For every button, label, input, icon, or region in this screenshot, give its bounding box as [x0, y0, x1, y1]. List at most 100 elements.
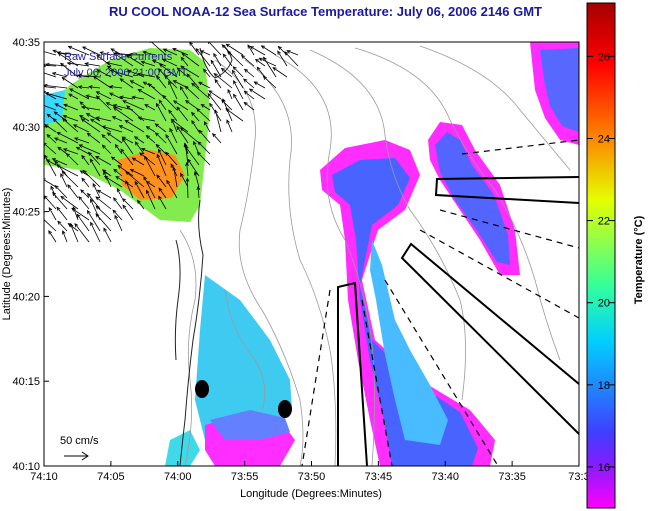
current-vector	[250, 46, 266, 56]
current-vector	[137, 73, 156, 78]
current-vector-head	[82, 169, 87, 174]
current-vector	[46, 134, 57, 144]
radar-site-marker	[278, 400, 292, 418]
current-vector	[135, 141, 145, 155]
current-vector-head	[154, 132, 159, 137]
current-vector	[100, 51, 112, 56]
current-vector	[68, 46, 90, 56]
current-vector-head	[164, 75, 169, 80]
current-vector	[176, 106, 189, 122]
current-vector	[138, 117, 156, 122]
current-vector-head	[134, 180, 139, 186]
current-vector	[212, 133, 222, 144]
current-vector-head	[95, 116, 100, 121]
x-tick-label: 74:05	[97, 471, 125, 483]
current-vector-head	[59, 62, 65, 67]
x-tick-label: 73:45	[365, 471, 393, 483]
colorbar-tick-label: 22	[598, 216, 610, 228]
current-vector-head	[67, 184, 72, 189]
current-vector-head	[48, 230, 52, 235]
current-vector-head	[200, 104, 205, 108]
current-vector-head	[106, 65, 112, 70]
colorbar-ticks: 26 24 22 20 18 16	[587, 51, 615, 474]
current-vector-head	[187, 158, 192, 163]
current-vector	[103, 171, 112, 188]
current-vector	[96, 95, 112, 111]
current-vector	[72, 206, 79, 221]
current-vector	[208, 90, 222, 100]
current-vector-head	[68, 93, 73, 98]
current-vector-head	[231, 69, 236, 74]
current-vector	[73, 124, 90, 133]
current-vector-head	[44, 63, 46, 68]
south-cyan-plume	[195, 275, 292, 445]
nw-orange-patch	[118, 150, 185, 200]
current-vector-head	[127, 69, 132, 74]
current-vector	[184, 145, 200, 166]
current-vector	[56, 207, 68, 221]
current-vector-head	[48, 207, 53, 212]
current-vector-head	[249, 46, 254, 50]
current-vector-head	[165, 134, 170, 139]
current-vector-head	[78, 196, 83, 201]
current-vector	[67, 184, 79, 199]
current-vector	[89, 86, 101, 89]
current-vector-head	[85, 113, 91, 117]
current-vector	[186, 162, 189, 177]
current-vector	[115, 144, 123, 155]
current-vector	[156, 154, 167, 177]
current-vector	[162, 58, 178, 67]
temperature-field	[44, 42, 579, 466]
lane-box-south	[337, 281, 368, 466]
current-vector	[203, 68, 211, 78]
current-vector-head	[80, 105, 86, 110]
current-vector	[122, 100, 145, 111]
current-vector	[130, 80, 145, 89]
current-vector-head	[81, 177, 86, 182]
current-vector	[126, 54, 145, 67]
current-vector-head	[101, 144, 106, 149]
current-vector-head	[226, 50, 232, 55]
current-vector-head	[54, 160, 59, 165]
current-vector-head	[240, 54, 246, 59]
current-vector-head	[214, 109, 218, 114]
current-vector	[213, 53, 222, 67]
x-tick-label: 73:3	[568, 471, 589, 483]
current-vector-head	[67, 45, 73, 50]
current-vector-head	[140, 147, 146, 152]
current-vector	[158, 187, 167, 199]
current-vector-head	[96, 69, 101, 73]
current-vector	[180, 65, 200, 78]
current-vector-head	[62, 117, 67, 122]
current-vector-head	[46, 113, 51, 118]
current-vector-head	[193, 171, 198, 176]
current-vector	[233, 94, 244, 111]
current-vector-head	[113, 197, 117, 202]
current-vector	[193, 141, 200, 155]
current-vector-head	[208, 90, 213, 95]
current-vector	[116, 188, 123, 199]
current-vector-head	[158, 99, 163, 104]
current-vector-head	[57, 52, 62, 57]
current-vector-head	[165, 151, 170, 156]
current-vector-head	[157, 148, 162, 153]
current-vector-head	[53, 111, 58, 116]
x-tick-label: 74:00	[164, 471, 192, 483]
current-vector-head	[60, 173, 64, 178]
current-vector-head	[112, 209, 117, 214]
current-vector-head	[272, 67, 277, 71]
current-vector	[158, 149, 167, 166]
current-vector-head	[170, 118, 175, 123]
current-vector-head	[103, 175, 109, 180]
current-vector	[244, 69, 255, 78]
current-vector	[259, 57, 277, 67]
current-vector-head	[46, 134, 51, 139]
current-vector-head	[96, 189, 102, 194]
current-vector-head	[143, 175, 148, 181]
current-vector	[103, 227, 112, 243]
currents-label-line1: Raw Surface Currents	[64, 51, 173, 63]
current-vector-head	[227, 88, 232, 94]
current-vector	[69, 88, 90, 100]
current-vector-head	[258, 57, 263, 62]
current-vector	[214, 79, 222, 89]
